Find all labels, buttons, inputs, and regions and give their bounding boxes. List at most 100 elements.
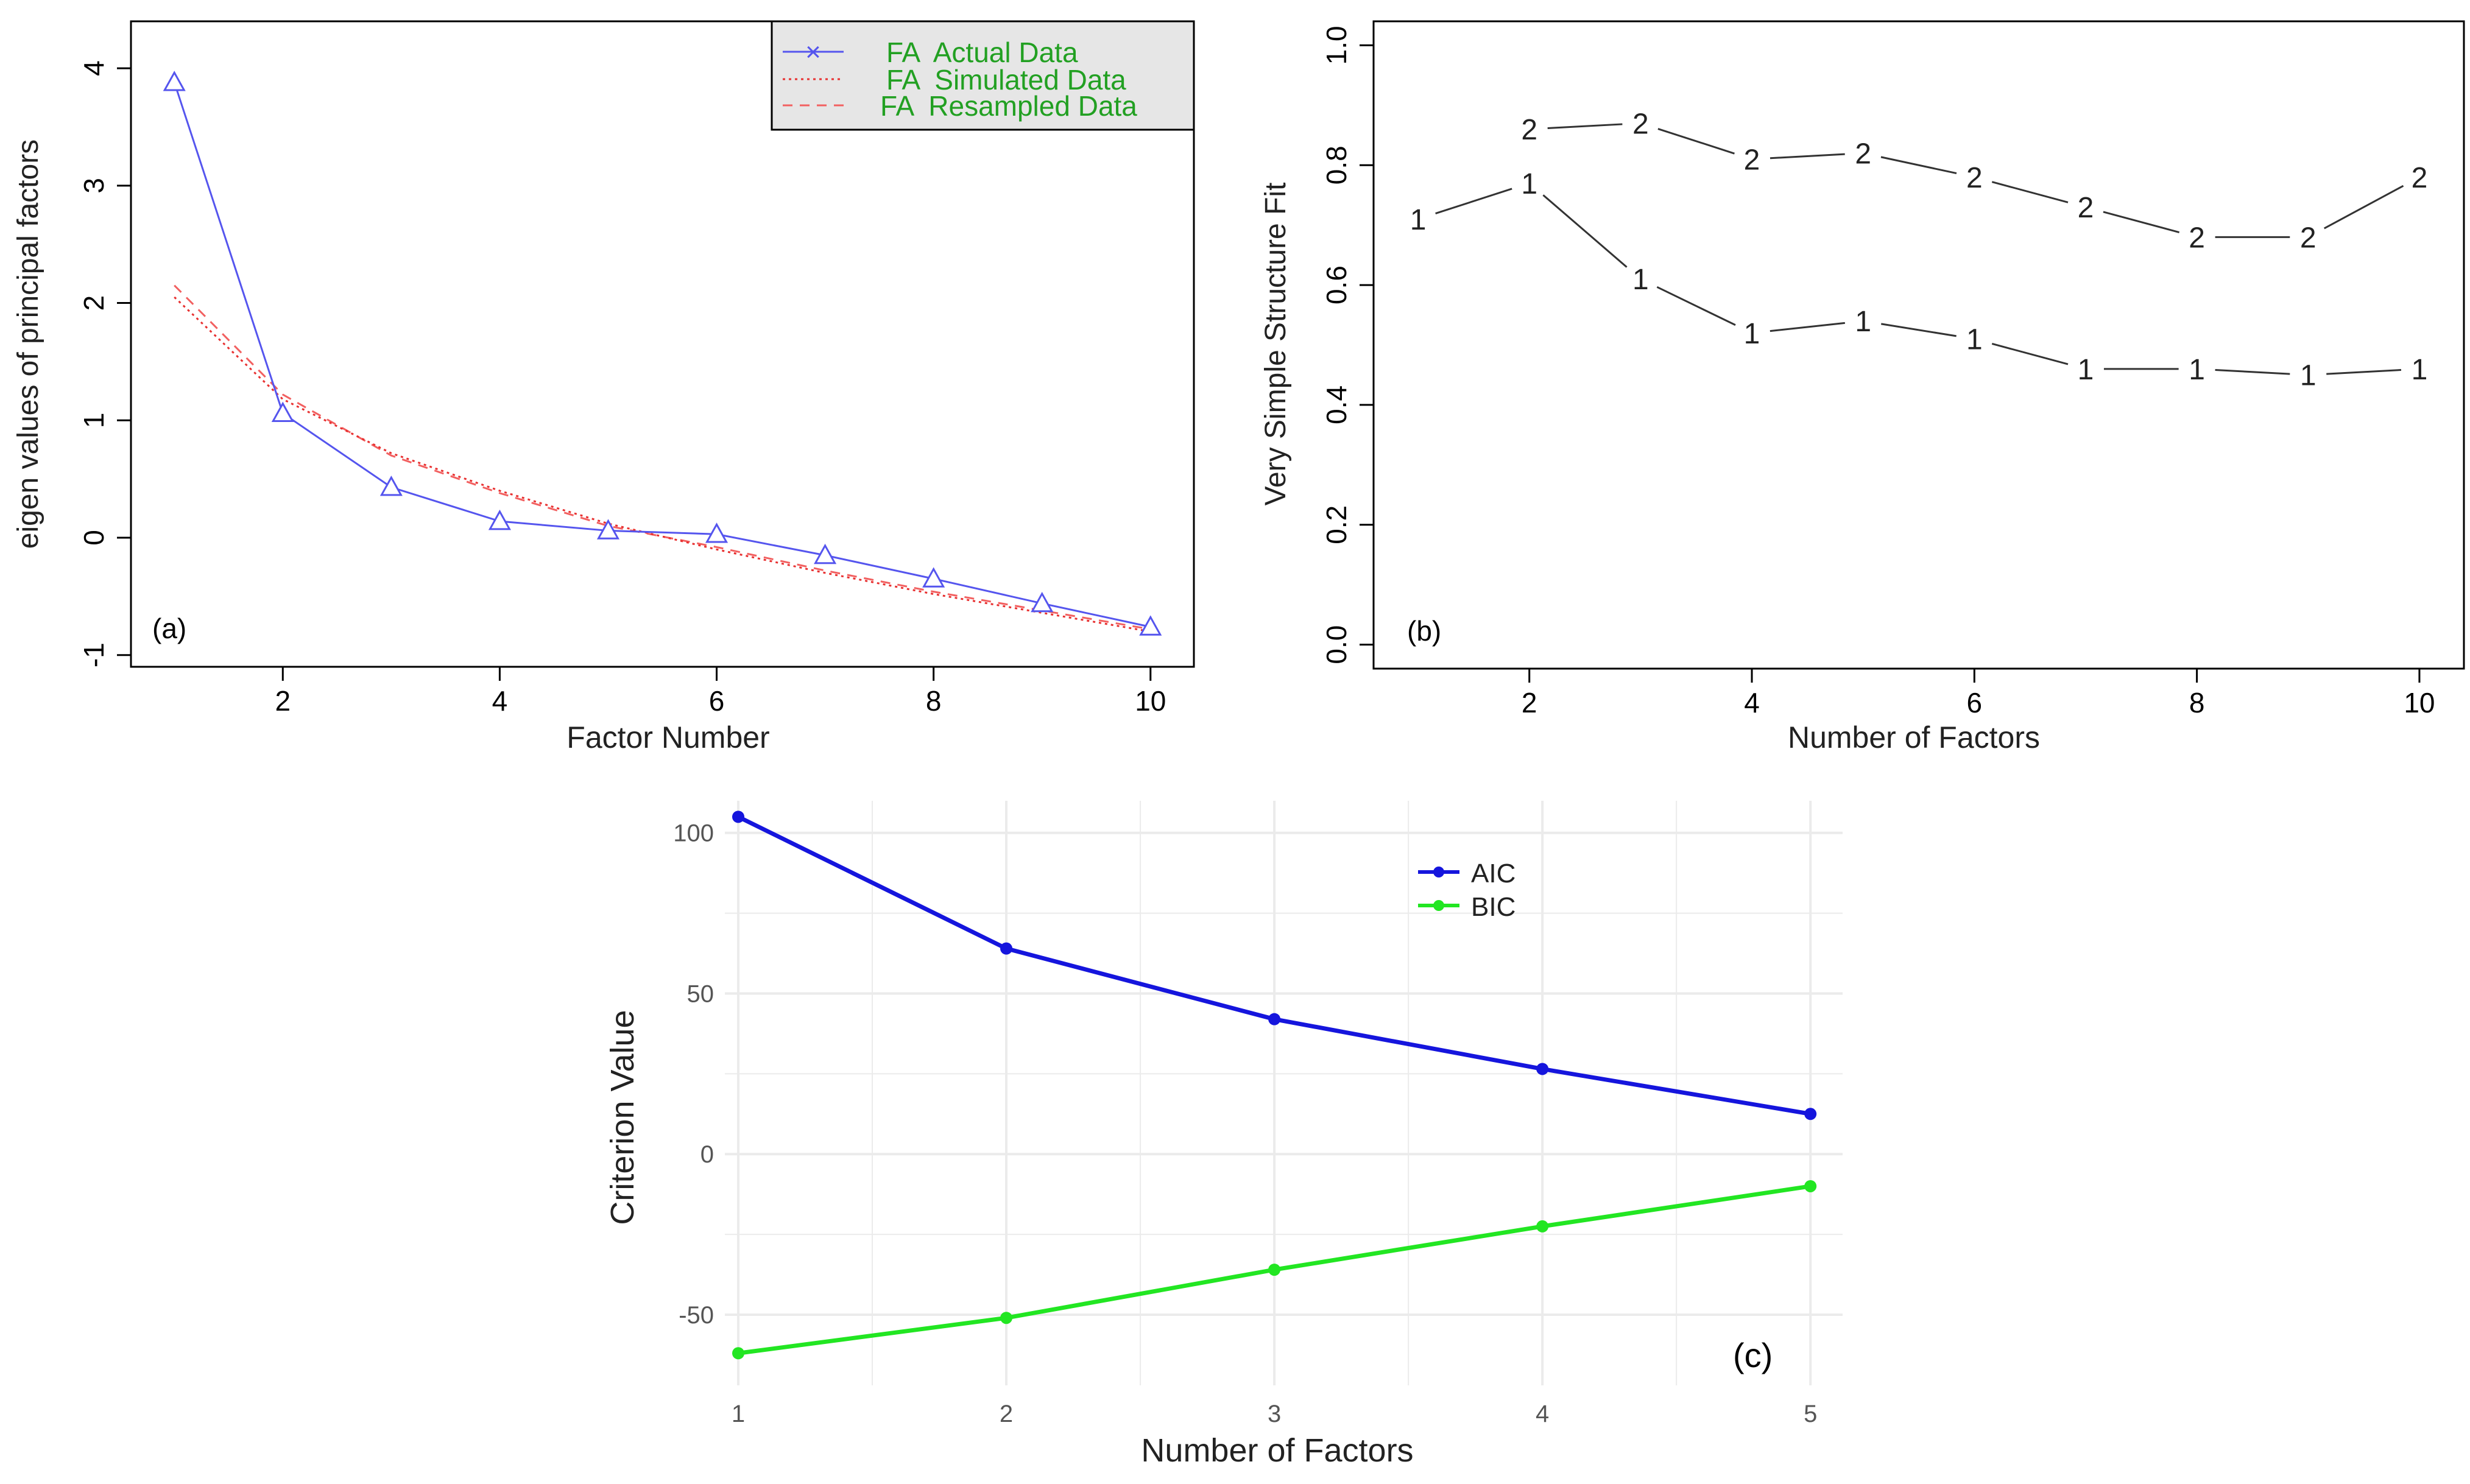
data-point-label: 2 [1632,108,1649,140]
panel-a-frame [130,20,1195,668]
data-point-triangle [705,522,729,543]
series-segment [1656,286,1736,326]
panel-a-legend: × FA Actual Data FA Simulated Data FA Re… [771,20,1195,131]
legend-point-bic [1433,900,1444,911]
legend-text-resampled: FA Resampled Data [880,90,1137,122]
series-segment [1657,128,1735,155]
series-segment [1770,322,1846,332]
series-segment [1880,156,1957,175]
y-tick-label: 50 [687,980,715,1007]
legend-text-simulated: FA Simulated Data [886,64,1126,96]
y-tick-label: -50 [679,1302,714,1329]
data-point-label: 2 [2078,192,2094,224]
y-tick-label: 0.6 [1321,266,1352,304]
panel-a-label: (a) [152,613,186,644]
legend-text-bic: BIC [1471,892,1516,922]
series-segment [2326,368,2402,375]
series-segment [1770,153,1845,160]
y-tick-label: 0.4 [1321,385,1352,424]
x-tick-label: 10 [1135,685,1166,717]
series-segment [2215,368,2290,375]
series-segment [2103,211,2180,233]
series-segment [1991,181,2069,203]
panel-a-xlabel: Factor Number [566,720,769,754]
legend-box [771,20,1195,131]
panel-a-marks: 2 4 6 8 10 -1 0 1 2 3 4 [78,60,1166,717]
panel-c-marks: 1 2 3 4 5 -50 0 50 100 [673,811,1817,1427]
legend-text-aic: AIC [1471,859,1516,888]
data-point-triangle [379,476,403,496]
x-tick-label: 4 [1536,1401,1549,1427]
panel-c-grid [725,801,1843,1385]
data-point-triangle [163,71,186,91]
x-tick-label: 4 [492,685,508,717]
panel-a-ylabel: eigen values of principal factors [12,139,44,549]
data-point-aic [1804,1108,1817,1120]
panel-b-ylabel: Very Simple Structure Fit [1260,183,1292,506]
y-tick-label: -1 [78,642,110,667]
series-line [173,82,1151,628]
data-point-label: 2 [2189,222,2205,254]
panel-c: 1 2 3 4 5 -50 0 50 100 (c) Number of Factors Cri… [604,801,1843,1469]
panel-c-ylabel: Criterion Value [604,1010,641,1225]
data-point-triangle [1139,615,1162,636]
y-tick-label: 1.0 [1321,26,1352,65]
data-point-bic [1000,1312,1013,1324]
legend-item-simulated: FA Simulated Data [783,64,1126,96]
data-point-label: 1 [1966,324,1983,356]
series-segment [1881,323,1957,337]
legend-text-actual: FA Actual Data [886,37,1078,68]
data-point-triangle [922,567,945,588]
data-point-triangle [271,401,294,423]
data-point-aic [1536,1063,1549,1075]
data-point-label: 2 [1521,114,1537,146]
x-tick-label: 1 [732,1401,745,1427]
legend-item-resampled: FA Resampled Data [783,90,1137,122]
legend-marker-actual: × [805,37,821,67]
data-point-label: 1 [2078,354,2094,386]
panel-b-xlabel: Number of Factors [1788,720,2040,754]
series-segment [1435,188,1512,215]
legend-point-aic [1433,867,1444,877]
data-point-triangle [1031,591,1054,613]
series-segment [1547,123,1623,130]
data-point-aic [732,811,745,823]
data-point-aic [1268,1013,1281,1025]
data-point-triangle [596,519,620,540]
data-point-label: 1 [2300,360,2317,392]
x-tick-label: 2 [275,685,291,717]
series-segment [1991,343,2069,365]
panel-b-label: (b) [1407,615,1441,647]
data-point-label: 2 [2300,222,2317,254]
data-point-label: 1 [1632,264,1649,296]
legend-item-actual: × FA Actual Data [783,37,1078,68]
x-tick-label: 10 [2404,687,2435,719]
x-tick-label: 6 [1967,687,1983,719]
x-tick-label: 2 [1522,687,1537,719]
data-point-label: 1 [1855,306,1871,338]
panel-b-marks: 2 4 6 8 10 0.0 0.2 0.4 0.6 0.8 1.0 1 1 1 1 1 1 1 1 1 1 2 2 2 2 2 2… [1321,26,2435,719]
y-tick-label: 0 [78,530,110,546]
y-tick-label: 3 [78,178,110,194]
data-point-label: 2 [2412,162,2428,194]
panel-c-label: (c) [1733,1336,1773,1374]
y-tick-label: 0.0 [1321,625,1352,664]
data-point-label: 2 [1744,144,1760,176]
data-point-bic [1268,1264,1281,1276]
data-point-aic [1000,942,1013,955]
y-tick-label: 0.8 [1321,146,1352,185]
x-tick-label: 6 [709,685,725,717]
x-tick-label: 3 [1268,1401,1281,1427]
data-point-label: 1 [1410,204,1427,236]
data-point-label: 2 [1966,162,1983,194]
data-point-bic [732,1347,745,1360]
y-tick-label: 100 [673,820,714,847]
panel-c-xlabel: Number of Factors [1141,1432,1413,1469]
data-point-label: 1 [2189,354,2205,386]
x-tick-label: 2 [1000,1401,1013,1427]
data-point-label: 1 [1744,318,1760,350]
x-tick-label: 8 [926,685,942,717]
y-tick-label: 0.2 [1321,505,1352,544]
panel-c-legend: AIC BIC [1418,859,1516,922]
